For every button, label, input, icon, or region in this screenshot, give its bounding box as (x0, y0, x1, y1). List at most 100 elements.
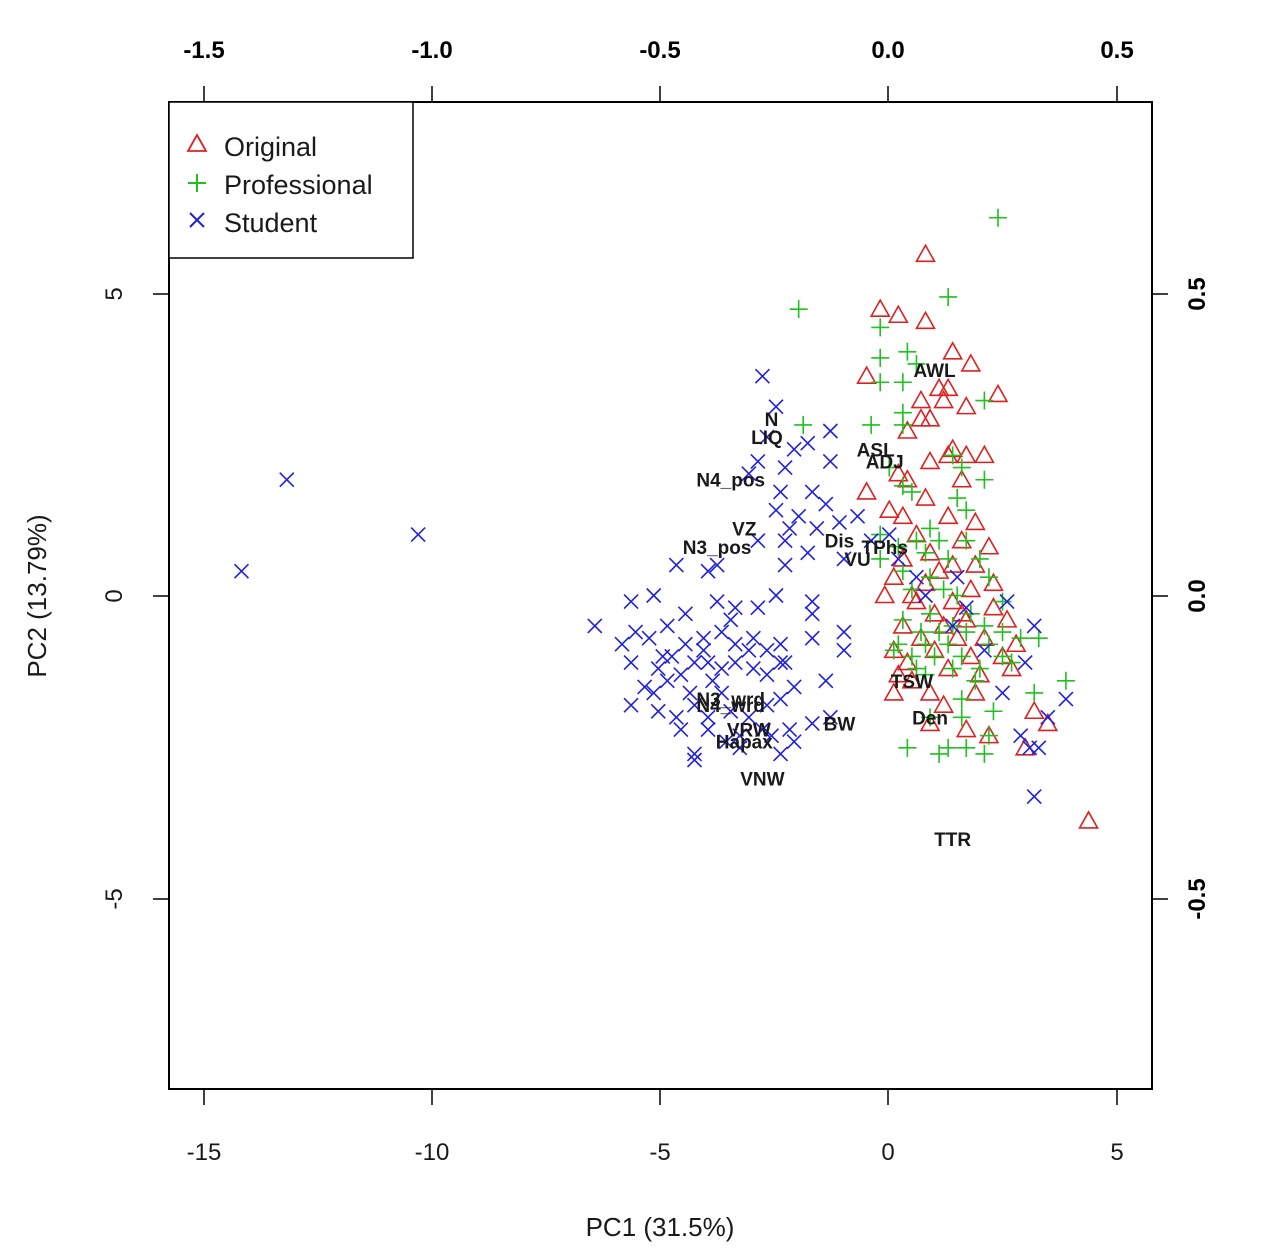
right-tick-label: 0.5 (1184, 277, 1211, 310)
point-professional (907, 354, 926, 373)
point-professional (957, 623, 976, 642)
point-student (917, 587, 934, 604)
point-original (1078, 810, 1099, 829)
point-professional (907, 531, 926, 550)
point-student (945, 618, 961, 634)
point-student (686, 697, 703, 713)
point-student (831, 514, 847, 530)
point-professional (893, 610, 912, 629)
point-student (768, 502, 784, 518)
point-student (768, 587, 784, 604)
point-original (955, 444, 977, 464)
point-original (960, 353, 982, 372)
point-student (772, 484, 789, 500)
point-student (745, 630, 761, 646)
point-professional (889, 537, 908, 556)
loading-label: TPhs (862, 538, 908, 559)
point-original (946, 627, 968, 646)
point-original (901, 584, 923, 604)
point-student (659, 618, 675, 634)
point-student (700, 654, 716, 671)
top-tick-label: -1.0 (411, 37, 452, 64)
point-original (892, 505, 914, 525)
point-professional (916, 543, 935, 562)
point-student (1040, 709, 1056, 725)
right-tick-label: 0.0 (1184, 579, 1211, 612)
left-tick-label: 0 (101, 589, 128, 602)
point-student (1017, 654, 1033, 671)
point-original (996, 609, 1018, 628)
loading-label: ADJ (866, 452, 904, 473)
legend-triangle-marker (186, 133, 208, 152)
point-student (750, 453, 766, 470)
point-student (849, 508, 866, 524)
point-student (822, 709, 838, 725)
point-student (890, 551, 906, 567)
point-professional (975, 616, 994, 635)
point-original (951, 603, 973, 622)
point-professional (979, 568, 998, 587)
point-student (777, 557, 793, 573)
point-student (836, 642, 852, 658)
point-student (1058, 691, 1074, 707)
point-student (727, 636, 743, 652)
point-professional (884, 641, 903, 660)
point-professional (966, 671, 985, 690)
top-tick-label: -1.5 (183, 37, 224, 64)
point-professional (939, 549, 958, 568)
point-student (1026, 618, 1042, 634)
point-professional (930, 623, 949, 642)
point-professional (961, 604, 980, 623)
point-student (818, 496, 834, 512)
point-original (933, 694, 954, 713)
point-professional (975, 470, 994, 489)
point-student (800, 435, 816, 451)
point-original (887, 304, 909, 324)
point-student (723, 612, 739, 628)
point-professional (970, 549, 989, 568)
point-student (836, 551, 852, 567)
point-student (777, 459, 793, 476)
bottom-tick-label: 5 (1110, 1139, 1123, 1166)
loading-label: LIQ (751, 428, 783, 449)
point-professional (916, 665, 935, 684)
point-professional (898, 342, 917, 361)
point-professional (975, 744, 994, 763)
point-professional (952, 647, 971, 666)
point-student (800, 545, 816, 561)
point-student (1022, 740, 1038, 756)
left-tick-label: 5 (101, 287, 128, 300)
point-student (777, 654, 793, 671)
loading-label: VU (844, 550, 870, 571)
point-professional (898, 738, 917, 757)
point-professional (921, 568, 940, 587)
point-student (700, 563, 716, 579)
loading-label: N4_pos (696, 471, 765, 492)
point-professional (1025, 683, 1044, 702)
legend-cross-marker (189, 212, 205, 228)
point-student (949, 569, 965, 585)
point-student (718, 734, 734, 750)
point-professional (902, 580, 921, 599)
point-student (641, 630, 657, 646)
point-original (960, 645, 982, 665)
point-student (818, 673, 834, 689)
point-student (741, 709, 757, 725)
point-student (637, 679, 653, 695)
point-original (901, 670, 923, 689)
points-layer (233, 208, 1099, 829)
point-student (772, 636, 789, 652)
bottom-tick-label: -15 (187, 1139, 222, 1166)
point-student (999, 594, 1015, 610)
x-axis-title: PC1 (31.5%) (586, 1212, 735, 1242)
point-original (928, 560, 950, 579)
point-original (937, 657, 959, 677)
point-original (964, 682, 986, 701)
point-student (623, 697, 639, 713)
point-student (750, 600, 766, 616)
point-student (772, 654, 789, 671)
point-student (759, 667, 775, 683)
point-original (869, 298, 891, 317)
point-student (863, 533, 879, 549)
